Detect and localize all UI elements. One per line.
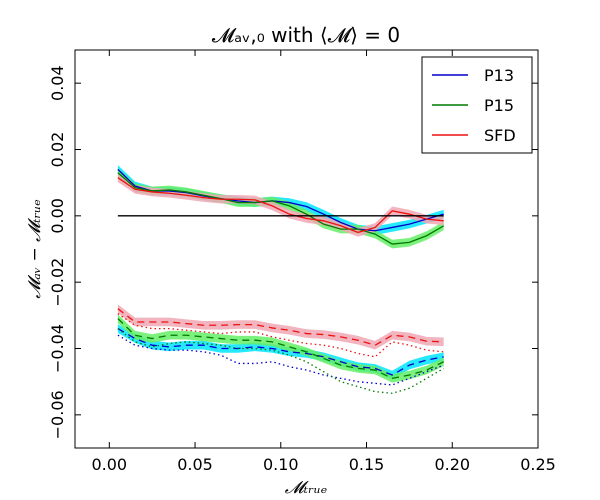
confidence-bands — [117, 165, 444, 383]
x-tick-label: 0.20 — [434, 455, 470, 474]
x-tick-label: 0.10 — [263, 455, 299, 474]
y-tick-label: −0.04 — [48, 324, 67, 373]
sfd-dashed-band — [117, 304, 444, 350]
x-tick-label: 0.05 — [177, 455, 213, 474]
p15-dashed-line — [117, 318, 444, 380]
x-tick-label: 0.00 — [91, 455, 127, 474]
legend-label-p13: P13 — [484, 66, 514, 85]
p13-dotted-line — [117, 334, 444, 386]
chart-title: 𝓜ₐᵥ,₀ with ⟨𝓜⟩ = 0 — [212, 23, 400, 47]
p15-dashed-band — [117, 314, 444, 383]
x-axis-label: 𝓜ₜᵣᵤₑ — [285, 478, 328, 498]
x-tick-label: 0.15 — [349, 455, 385, 474]
y-axis-label: 𝓜ₐᵥ − 𝓜ₜᵣᵤₑ — [25, 199, 45, 298]
sfd-dashed-line — [117, 308, 444, 346]
sfd-solid-line — [117, 177, 444, 234]
x-tick-label: 0.25 — [520, 455, 556, 474]
axis-ticks: 0.00 0.05 0.10 0.15 0.20 0.25 −0.06 −0.04 −0.02 0… — [48, 50, 556, 474]
legend: P13 P15 SFD — [421, 56, 533, 154]
p15-dotted-line — [117, 328, 445, 394]
y-tick-label: 0.04 — [48, 65, 67, 101]
p15-solid-line — [117, 172, 445, 245]
sfd-dotted-line — [117, 313, 444, 358]
y-tick-label: −0.06 — [48, 390, 67, 439]
y-tick-label: 0.02 — [48, 132, 67, 168]
y-tick-label: −0.02 — [48, 258, 67, 307]
series-lines — [117, 168, 445, 394]
legend-label-sfd: SFD — [484, 126, 516, 145]
p13-solid-line — [117, 168, 444, 232]
p13-dashed-line — [117, 328, 444, 376]
plot-frame — [74, 49, 539, 449]
legend-label-p15: P15 — [484, 96, 514, 115]
y-tick-label: 0.00 — [48, 198, 67, 234]
